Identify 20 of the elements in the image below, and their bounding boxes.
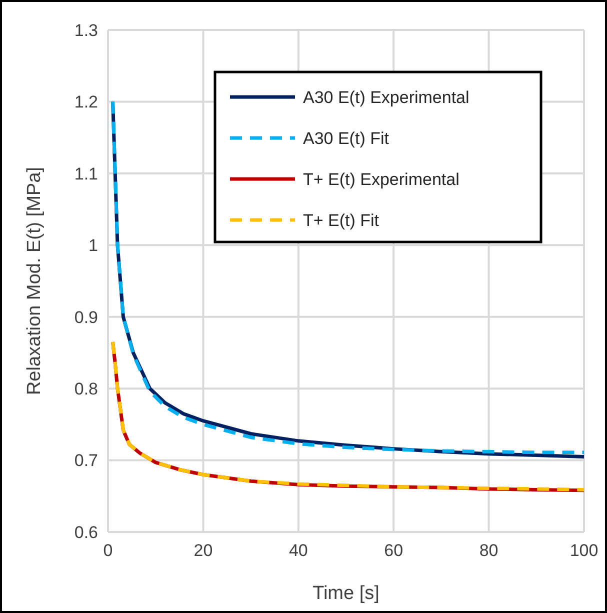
legend-label: A30 E(t) Experimental [303,88,470,107]
y-tick-label: 1.2 [74,92,98,112]
y-tick-label: 0.6 [74,522,98,542]
x-axis-title: Time [s] [312,583,380,604]
y-tick-label: 0.8 [74,380,98,399]
y-tick-label: 0.7 [74,451,98,470]
x-tick-label: 80 [479,541,498,560]
legend-label: T+ E(t) Fit [303,210,380,230]
x-tick-label: 60 [384,541,404,560]
y-tick-label: 1.1 [74,164,98,184]
x-tick-label: 0 [103,541,113,560]
legend-label: A30 E(t) Fit [303,128,390,148]
legend-label: T+ E(t) Experimental [303,170,460,189]
y-tick-label: 0.9 [74,308,98,327]
x-tick-label: 20 [194,541,213,560]
y-tick-label: 1 [88,236,98,256]
y-axis-title: Relaxation Mod. E(t) [MPa] [24,166,45,396]
x-tick-label: 100 [570,541,598,560]
x-tick-label: 40 [288,541,308,560]
y-tick-label: 1.3 [74,20,98,40]
